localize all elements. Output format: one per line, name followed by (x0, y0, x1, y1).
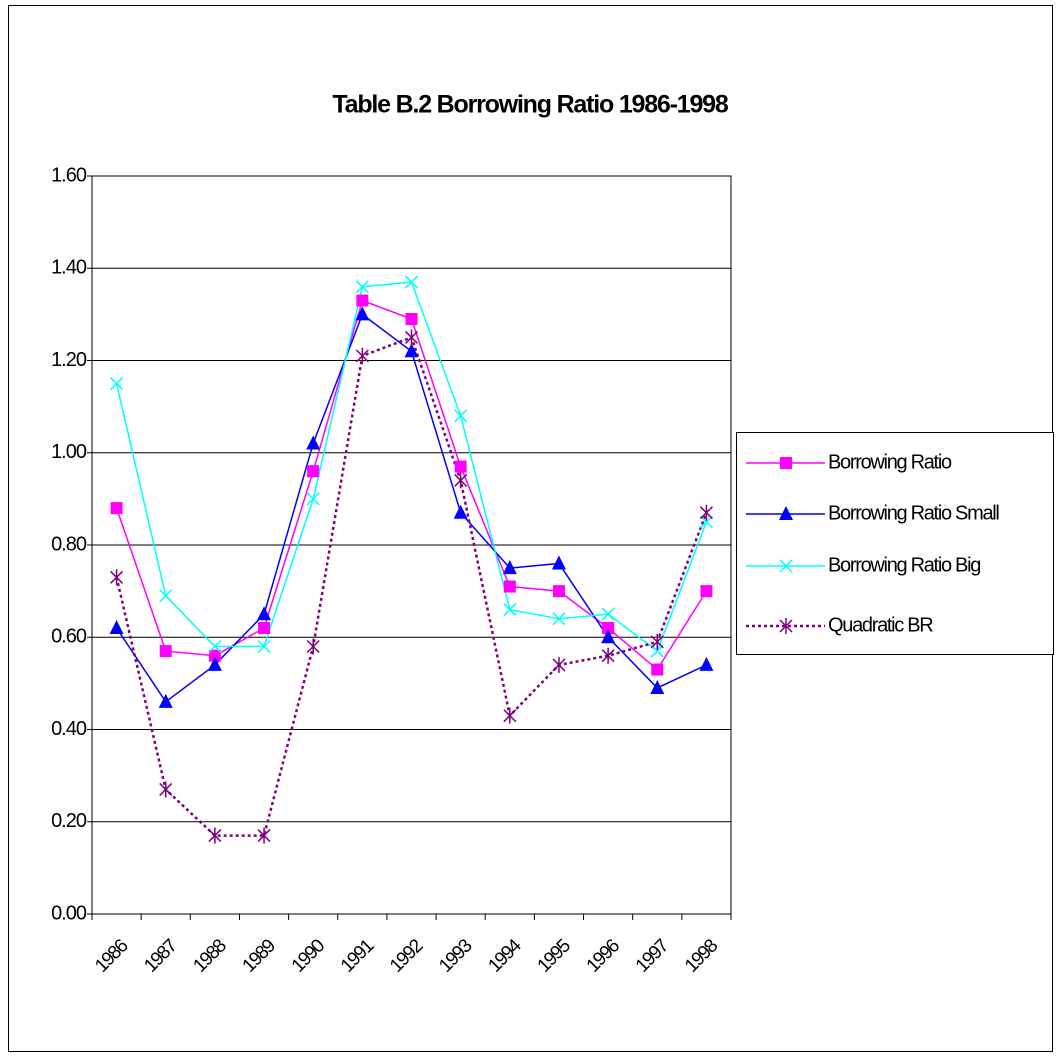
data-point (699, 515, 713, 529)
data-point (110, 377, 124, 391)
y-tick-label: 0.40 (51, 718, 87, 740)
data-point (551, 555, 566, 570)
data-point (356, 294, 369, 307)
data-point (552, 656, 566, 673)
data-point (257, 827, 271, 844)
y-tick-label: 0.80 (51, 533, 87, 555)
data-point (306, 638, 320, 655)
legend-marker (779, 618, 793, 634)
data-point (405, 312, 418, 325)
chart-title: Table B.2 Borrowing Ratio 1986-1998 (332, 91, 728, 119)
data-point (307, 465, 320, 478)
y-tick-label: 0.60 (51, 626, 87, 648)
y-tick-label: 0.00 (51, 902, 87, 924)
data-point (257, 639, 271, 654)
data-point (404, 275, 419, 289)
data-point (453, 504, 468, 519)
data-point (404, 329, 419, 346)
data-point (110, 569, 124, 586)
data-point (503, 580, 516, 593)
data-point (355, 347, 369, 364)
data-point (404, 343, 419, 358)
data-point (159, 645, 172, 658)
legend-box (736, 432, 1054, 655)
data-point (699, 656, 714, 671)
data-point (306, 492, 320, 506)
data-point (650, 633, 664, 650)
data-point (552, 612, 566, 626)
data-point (502, 560, 517, 575)
data-point (699, 504, 713, 521)
data-point (208, 827, 222, 844)
data-point (552, 585, 565, 598)
data-point (355, 280, 369, 294)
data-point (257, 606, 272, 621)
legend-marker (780, 457, 792, 469)
data-point (602, 622, 615, 635)
data-point (454, 472, 468, 489)
data-point (159, 589, 173, 603)
y-tick-label: 0.20 (51, 810, 87, 832)
legend-label: Borrowing Ratio Big (828, 554, 980, 576)
legend-label: Borrowing Ratio Small (828, 502, 999, 524)
data-point (110, 502, 123, 515)
data-point (207, 656, 222, 671)
data-point (503, 603, 517, 617)
legend-marker (779, 506, 793, 520)
data-point (109, 620, 124, 635)
data-point (208, 639, 222, 654)
data-point (601, 629, 616, 644)
legend-label: Borrowing Ratio (828, 451, 952, 473)
data-point (454, 460, 467, 473)
y-tick-label: 1.00 (51, 441, 87, 463)
data-point (700, 585, 713, 598)
plot-area (91, 175, 732, 915)
data-point (651, 663, 664, 676)
data-point (601, 607, 615, 621)
data-point (355, 306, 370, 321)
data-point (601, 647, 615, 664)
legend-marker (779, 559, 793, 573)
data-point (208, 649, 221, 662)
data-point (158, 693, 173, 708)
data-point (159, 781, 173, 798)
y-tick-label: 1.40 (51, 257, 87, 279)
y-tick-label: 1.20 (51, 349, 87, 371)
data-point (454, 409, 468, 423)
data-point (258, 622, 271, 635)
data-point (650, 679, 665, 694)
legend-label: Quadratic BR (828, 614, 933, 636)
data-point (503, 707, 517, 724)
y-tick-label: 1.60 (51, 164, 87, 186)
data-point (306, 435, 321, 450)
data-point (650, 644, 664, 658)
